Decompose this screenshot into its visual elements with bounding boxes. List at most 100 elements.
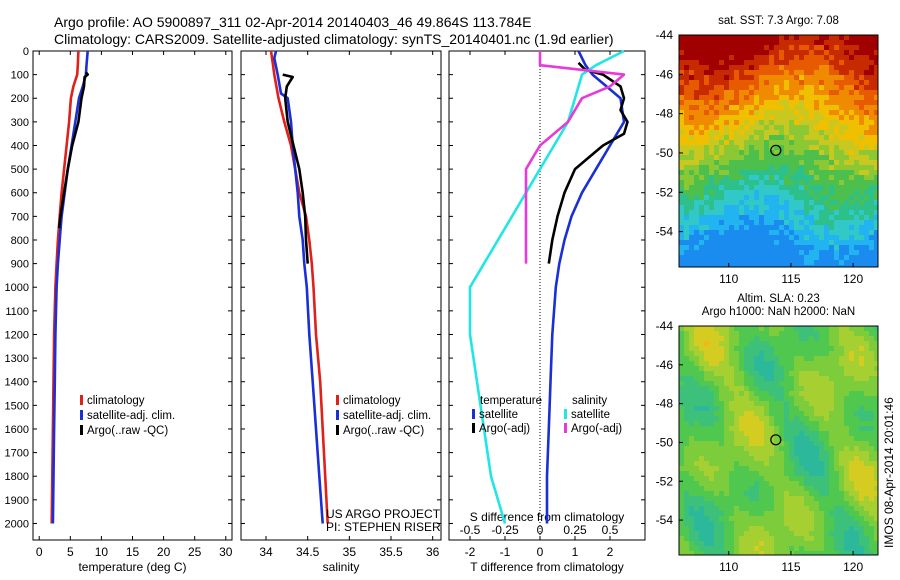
- map-cell: [749, 255, 754, 260]
- map-cell: [829, 155, 834, 160]
- map-cell: [709, 210, 714, 215]
- map-cell: [824, 205, 829, 210]
- map-cell: [804, 511, 809, 516]
- map-cell: [709, 421, 714, 426]
- map-cell: [759, 436, 764, 441]
- map-cell: [779, 331, 784, 336]
- map-cell: [784, 436, 789, 441]
- x-tick-label: 15: [126, 545, 140, 559]
- map-cell: [784, 401, 789, 406]
- map-cell: [679, 230, 684, 235]
- map-cell: [794, 50, 799, 55]
- map-cell: [749, 441, 754, 446]
- map-cell: [824, 526, 829, 531]
- map-cell: [789, 125, 794, 130]
- map-cell: [739, 541, 744, 546]
- map-cell: [864, 80, 869, 85]
- map-cell: [819, 441, 824, 446]
- map-cell: [699, 501, 704, 506]
- map-cell: [769, 441, 774, 446]
- map-cell: [749, 115, 754, 120]
- map-cell: [834, 230, 839, 235]
- map-cell: [849, 461, 854, 466]
- map-cell: [759, 105, 764, 110]
- map-cell: [704, 195, 709, 200]
- map-cell: [754, 150, 759, 155]
- map-cell: [779, 220, 784, 225]
- map-cell: [799, 120, 804, 125]
- map-cell: [684, 95, 689, 100]
- map-cell: [724, 95, 729, 100]
- map-cell: [829, 265, 834, 267]
- map-cell: [684, 230, 689, 235]
- map-cell: [704, 366, 709, 371]
- map-cell: [794, 476, 799, 481]
- map-cell: [679, 431, 684, 436]
- map-cell: [779, 190, 784, 195]
- map-cell: [824, 145, 829, 150]
- map-cell: [759, 361, 764, 366]
- map-cell: [834, 225, 839, 230]
- map-cell: [684, 140, 689, 145]
- map-cell: [844, 170, 849, 175]
- map-cell: [764, 100, 769, 105]
- map-cell: [729, 35, 734, 40]
- map-cell: [829, 225, 834, 230]
- map-cell: [839, 95, 844, 100]
- map-cell: [814, 486, 819, 491]
- map-cell: [679, 491, 684, 496]
- map-cell: [844, 361, 849, 366]
- map-cell: [829, 551, 834, 555]
- map-cell: [789, 120, 794, 125]
- map-cell: [814, 436, 819, 441]
- map-cell: [834, 491, 839, 496]
- map-cell: [759, 125, 764, 130]
- map-cell: [694, 230, 699, 235]
- map-cell: [839, 391, 844, 396]
- map-cell: [694, 185, 699, 190]
- map-cell: [769, 371, 774, 376]
- map-cell: [694, 90, 699, 95]
- map-cell: [699, 371, 704, 376]
- profile-panel-0: 0100200300400500600700800900100011001200…: [5, 46, 233, 574]
- map-cell: [759, 165, 764, 170]
- map-cell: [679, 80, 684, 85]
- y-tick-label: 1100: [5, 306, 29, 318]
- map-cell: [684, 486, 689, 491]
- map-cell: [684, 250, 689, 255]
- map-cell: [804, 341, 809, 346]
- map-cell: [734, 35, 739, 40]
- map-cell: [854, 546, 859, 551]
- map-cell: [754, 175, 759, 180]
- map-cell: [739, 220, 744, 225]
- map-cell: [704, 110, 709, 115]
- map-cell: [804, 381, 809, 386]
- map-cell: [684, 225, 689, 230]
- map-cell: [819, 471, 824, 476]
- map-cell: [709, 401, 714, 406]
- map-cell: [779, 511, 784, 516]
- map-cell: [729, 551, 734, 555]
- map-cell: [834, 451, 839, 456]
- map-cell: [689, 451, 694, 456]
- map-cell: [759, 516, 764, 521]
- map-cell: [864, 65, 869, 70]
- map-cell: [679, 526, 684, 531]
- map-cell: [679, 406, 684, 411]
- map-cell: [744, 421, 749, 426]
- map-cell: [834, 511, 839, 516]
- map-cell: [749, 476, 754, 481]
- map-cell: [709, 260, 714, 265]
- map-cell: [679, 35, 684, 40]
- map-cell: [844, 326, 849, 331]
- map-cell: [829, 260, 834, 265]
- legend-swatch: [336, 395, 339, 405]
- map-cell: [854, 210, 859, 215]
- map-cell: [734, 235, 739, 240]
- map-cell: [739, 406, 744, 411]
- map-cell: [769, 496, 774, 501]
- map-cell: [719, 155, 724, 160]
- map-cell: [799, 265, 804, 267]
- map-cell: [789, 170, 794, 175]
- map-cell: [684, 396, 689, 401]
